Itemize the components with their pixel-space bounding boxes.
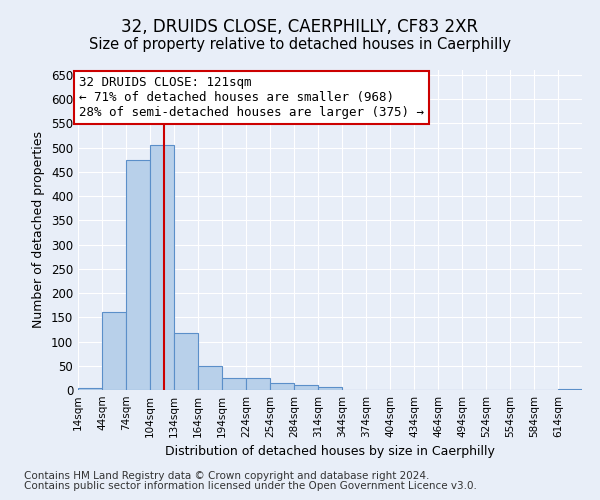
Bar	[102, 312, 126, 390]
Bar	[222, 378, 246, 390]
Bar	[174, 333, 198, 390]
X-axis label: Distribution of detached houses by size in Caerphilly: Distribution of detached houses by size …	[165, 446, 495, 458]
Text: Contains public sector information licensed under the Open Government Licence v3: Contains public sector information licen…	[24, 481, 477, 491]
Bar	[270, 382, 294, 390]
Bar	[294, 385, 318, 390]
Text: Contains HM Land Registry data © Crown copyright and database right 2024.: Contains HM Land Registry data © Crown c…	[24, 471, 430, 481]
Text: 32, DRUIDS CLOSE, CAERPHILLY, CF83 2XR: 32, DRUIDS CLOSE, CAERPHILLY, CF83 2XR	[121, 18, 479, 36]
Bar	[126, 160, 150, 390]
Text: 32 DRUIDS CLOSE: 121sqm
← 71% of detached houses are smaller (968)
28% of semi-d: 32 DRUIDS CLOSE: 121sqm ← 71% of detache…	[79, 76, 424, 120]
Bar	[246, 378, 270, 390]
Bar	[78, 388, 102, 390]
Bar	[558, 388, 582, 390]
Bar	[198, 366, 222, 390]
Text: Size of property relative to detached houses in Caerphilly: Size of property relative to detached ho…	[89, 38, 511, 52]
Bar	[318, 386, 342, 390]
Bar	[150, 145, 174, 390]
Y-axis label: Number of detached properties: Number of detached properties	[32, 132, 46, 328]
